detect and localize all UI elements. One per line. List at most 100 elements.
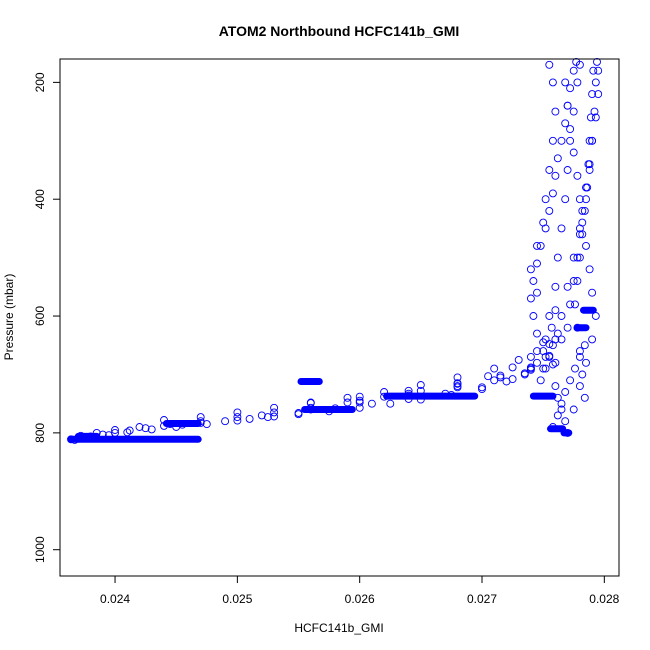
- data-point: [147, 425, 156, 434]
- data-point: [526, 265, 535, 274]
- data-point: [355, 396, 364, 405]
- data-point: [575, 230, 584, 239]
- data-point: [233, 408, 242, 417]
- x-tick-label: 0.027: [467, 592, 497, 606]
- data-point: [572, 57, 581, 66]
- data-point: [551, 382, 560, 391]
- data-point: [135, 423, 144, 431]
- data-point: [453, 382, 462, 391]
- data-point: [575, 352, 584, 361]
- x-tick-label: 0.028: [589, 592, 619, 606]
- data-point: [580, 206, 589, 215]
- data-point: [386, 399, 395, 408]
- data-point: [569, 107, 578, 116]
- y-tick-label: 400: [33, 189, 47, 209]
- data-point: [561, 388, 570, 396]
- data-point: [575, 347, 584, 356]
- data-point: [551, 171, 560, 180]
- data-point: [529, 312, 538, 320]
- data-point: [571, 300, 579, 309]
- x-axis: 0.024 0.025 0.026 0.027 0.028: [100, 575, 620, 606]
- data-point: [529, 277, 538, 285]
- data-point: [573, 277, 582, 285]
- data-point: [573, 171, 582, 180]
- data-point: [588, 335, 597, 344]
- data-point: [536, 241, 545, 250]
- data-point: [561, 195, 570, 204]
- data-point: [533, 259, 541, 268]
- data-point: [548, 360, 557, 369]
- data-point: [548, 341, 557, 350]
- data-point: [496, 371, 505, 380]
- data-point: [548, 136, 557, 145]
- data-point: [566, 376, 575, 385]
- y-tick-label: 600: [33, 306, 47, 326]
- data-point: [539, 338, 548, 347]
- data-point: [582, 358, 590, 367]
- data-point: [545, 340, 554, 349]
- data-point: [111, 426, 119, 434]
- data-point: [575, 253, 584, 262]
- data-point: [578, 370, 587, 379]
- data-point: [545, 60, 554, 69]
- data-point: [585, 136, 594, 145]
- data-point: [571, 364, 579, 373]
- data-point: [547, 323, 556, 332]
- data-point: [545, 166, 554, 174]
- data-point: [557, 312, 566, 320]
- data-point: [508, 363, 517, 372]
- data-point: [586, 113, 595, 122]
- data-point: [453, 379, 462, 388]
- data-point: [553, 154, 562, 163]
- data-point: [514, 355, 523, 364]
- data-point: [561, 119, 570, 128]
- data-point: [548, 189, 557, 198]
- data-point: [569, 66, 578, 75]
- data-point: [416, 381, 425, 389]
- data-point: [582, 241, 590, 250]
- data-point: [533, 329, 541, 338]
- data-point: [490, 376, 499, 385]
- data-point: [526, 365, 535, 374]
- data-point: [270, 412, 279, 421]
- y-tick-label: 200: [33, 72, 47, 92]
- data-point: [569, 253, 578, 262]
- data-point: [566, 136, 575, 145]
- data-point: [478, 383, 486, 392]
- data-point: [478, 385, 486, 394]
- data-point: [545, 352, 554, 361]
- data-point: [526, 352, 535, 361]
- data-point: [580, 393, 589, 402]
- data-point: [536, 376, 545, 385]
- data-point: [533, 288, 541, 297]
- data-point: [585, 166, 594, 174]
- x-tick-label: 0.025: [222, 592, 252, 606]
- data-point: [270, 408, 279, 417]
- data-point: [270, 403, 279, 412]
- data-point: [551, 282, 560, 291]
- data-point: [578, 206, 587, 215]
- data-point: [561, 78, 570, 87]
- data-point: [551, 107, 560, 116]
- data-point: [533, 241, 541, 250]
- data-point: [591, 113, 600, 122]
- data-point: [573, 78, 582, 87]
- data-point: [343, 393, 352, 402]
- data-point: [583, 183, 592, 192]
- data-point: [541, 352, 550, 361]
- plot-points: [67, 57, 603, 444]
- data-point: [578, 230, 587, 239]
- data-point: [508, 375, 517, 384]
- data-point: [563, 323, 572, 332]
- data-point: [221, 417, 230, 426]
- data-point: [123, 428, 132, 437]
- data-point: [589, 66, 598, 75]
- data-point: [141, 424, 150, 433]
- data-point: [593, 57, 601, 66]
- data-point: [233, 413, 242, 422]
- data-point: [533, 358, 541, 367]
- data-point: [557, 136, 566, 145]
- data-point: [548, 78, 557, 87]
- data-point: [590, 107, 599, 116]
